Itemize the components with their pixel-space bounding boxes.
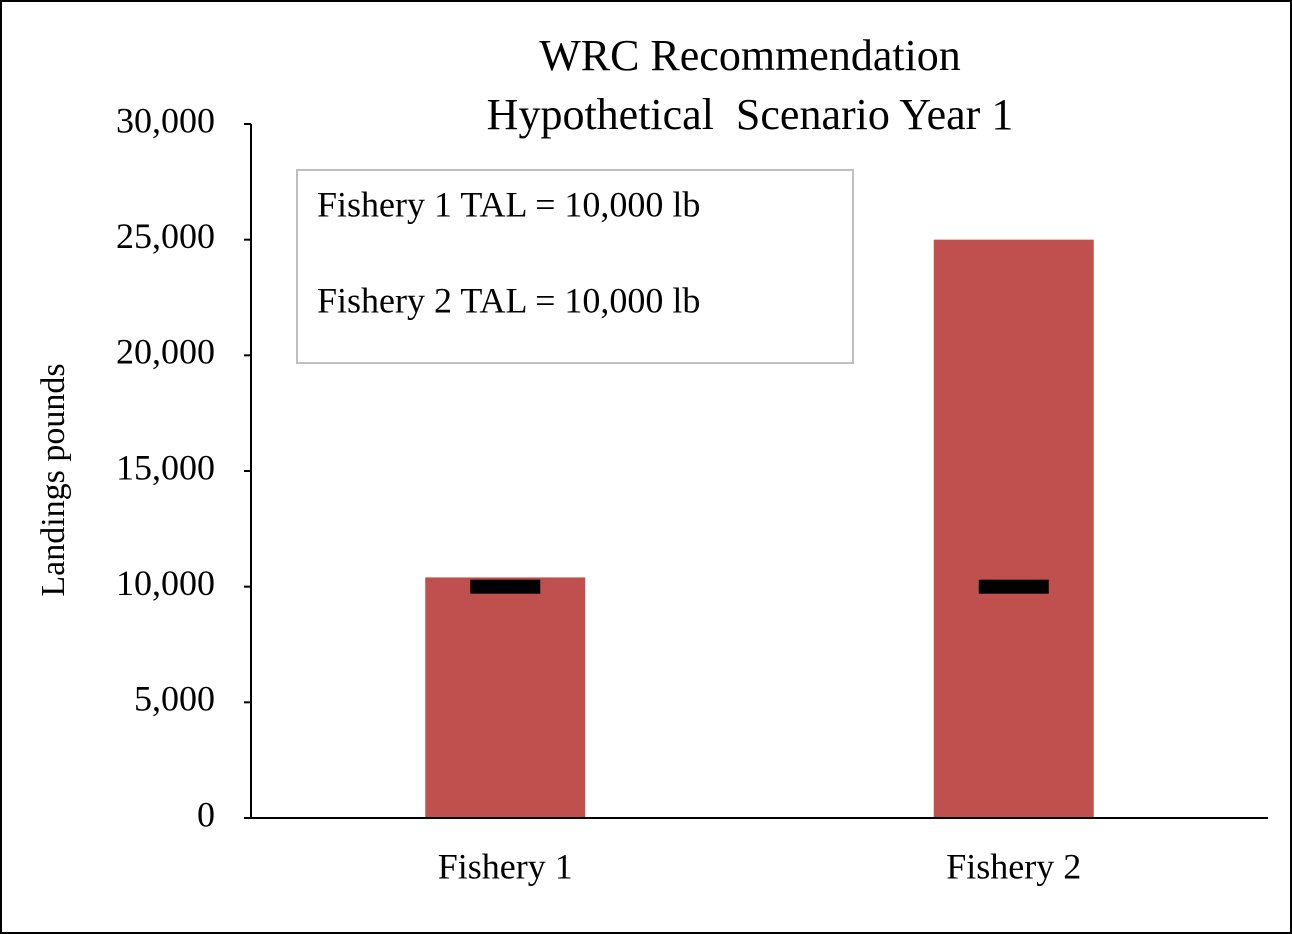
annotation: Fishery 1 TAL = 10,000 lb: [317, 184, 700, 224]
y-tick-label: 10,000: [116, 563, 215, 603]
chart-title: WRC Recommendation: [539, 31, 961, 80]
tal-marker: [470, 579, 541, 594]
annotation: Fishery 2 TAL = 10,000 lb: [317, 280, 700, 320]
y-tick-label: 25,000: [116, 216, 215, 256]
bar: [425, 577, 586, 818]
y-axis-label: Landings pounds: [35, 363, 72, 596]
y-tick-label: 15,000: [116, 447, 215, 487]
x-tick-label: Fishery 2: [946, 846, 1081, 886]
annotation-box: [296, 169, 854, 364]
tal-marker: [978, 579, 1049, 594]
chart-subtitle: Hypothetical Scenario Year 1: [487, 90, 1014, 139]
y-tick-label: 30,000: [116, 100, 215, 140]
y-tick-label: 20,000: [116, 332, 215, 372]
y-tick-label: 0: [197, 794, 215, 834]
bar: [933, 239, 1094, 818]
x-tick-label: Fishery 1: [438, 846, 573, 886]
y-tick-label: 5,000: [134, 679, 215, 719]
